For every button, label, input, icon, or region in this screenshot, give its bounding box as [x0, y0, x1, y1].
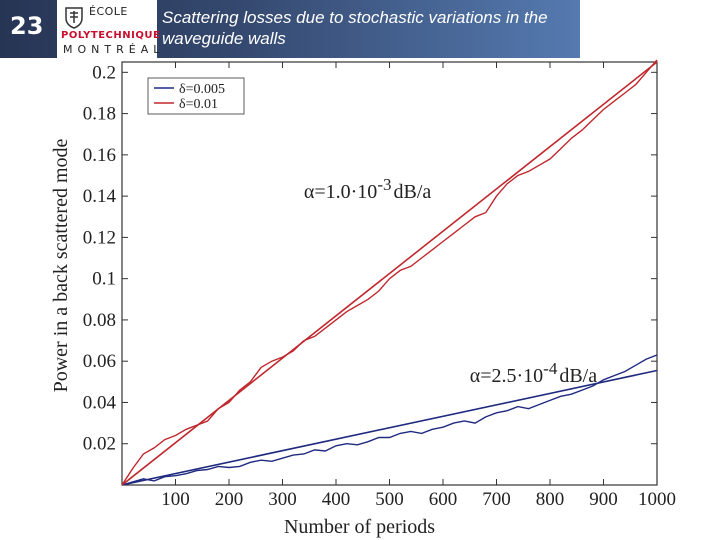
- y-tick-label: 0.08: [83, 310, 116, 331]
- y-tick-label: 0.1: [92, 269, 116, 290]
- y-tick-label: 0.06: [83, 351, 116, 372]
- slide-title: Scattering losses due to stochastic vari…: [162, 8, 548, 48]
- x-tick-label: 400: [322, 489, 351, 510]
- annotation-exponent: -3: [377, 175, 391, 194]
- y-tick-label: 0.04: [83, 392, 117, 413]
- annotation-exponent: -4: [543, 359, 558, 378]
- x-tick-label: 900: [589, 489, 618, 510]
- annotation-unit: dB/a: [559, 365, 597, 387]
- legend-entry: δ=0.01: [179, 97, 218, 112]
- series-delta-0005-data-line: [121, 354, 658, 486]
- y-tick-label: 0.16: [83, 145, 116, 166]
- x-tick-label: 200: [215, 489, 244, 510]
- series-delta-001-fit-line: [121, 61, 658, 486]
- x-tick-label: 800: [536, 489, 565, 510]
- y-tick-label: 0.02: [83, 434, 116, 455]
- x-tick-label: 500: [375, 489, 404, 510]
- x-tick-label: 700: [482, 489, 511, 510]
- x-tick-label: 100: [161, 489, 190, 510]
- logo-line-polytechnique: POLYTECHNIQUE: [61, 30, 161, 41]
- series-delta-001-data-line: [121, 59, 658, 486]
- rate-annotation: α=1.0·10-3 dB/a: [304, 175, 431, 203]
- series-delta-0005-fit-line: [121, 369, 658, 486]
- legend-entry: δ=0.005: [179, 82, 225, 97]
- rate-annotation: α=2.5·10-4 dB/a: [470, 359, 597, 387]
- logo-line-ecole: ÉCOLE: [89, 5, 128, 18]
- legend-box: [147, 77, 245, 115]
- slide-number: 23: [10, 12, 44, 40]
- annotation-base: α=1.0·10: [304, 181, 377, 203]
- y-tick-label: 0.18: [83, 104, 116, 125]
- polytechnique-logo: ÉCOLE POLYTECHNIQUE MONTRÉAL: [57, 0, 161, 58]
- y-tick-label: 0.12: [83, 227, 116, 248]
- slide-header: 23 ÉCOLE POLYTECHNIQUE MONTRÉAL Scatteri…: [0, 0, 580, 58]
- annotation-base: α=2.5·10: [470, 365, 543, 387]
- x-tick-label: 300: [268, 489, 297, 510]
- x-tick-label: 600: [429, 489, 458, 510]
- y-tick-label: 0.2: [92, 62, 116, 83]
- x-axis-label: Number of periods: [284, 516, 435, 538]
- y-tick-label: 0.14: [83, 186, 117, 207]
- annotation-unit: dB/a: [393, 181, 431, 203]
- logo-line-montreal: MONTRÉAL: [63, 43, 165, 56]
- y-axis-label: Power in a back scattered mode: [50, 138, 72, 392]
- crest-icon: [65, 7, 83, 29]
- x-tick-label: 1000: [638, 489, 676, 510]
